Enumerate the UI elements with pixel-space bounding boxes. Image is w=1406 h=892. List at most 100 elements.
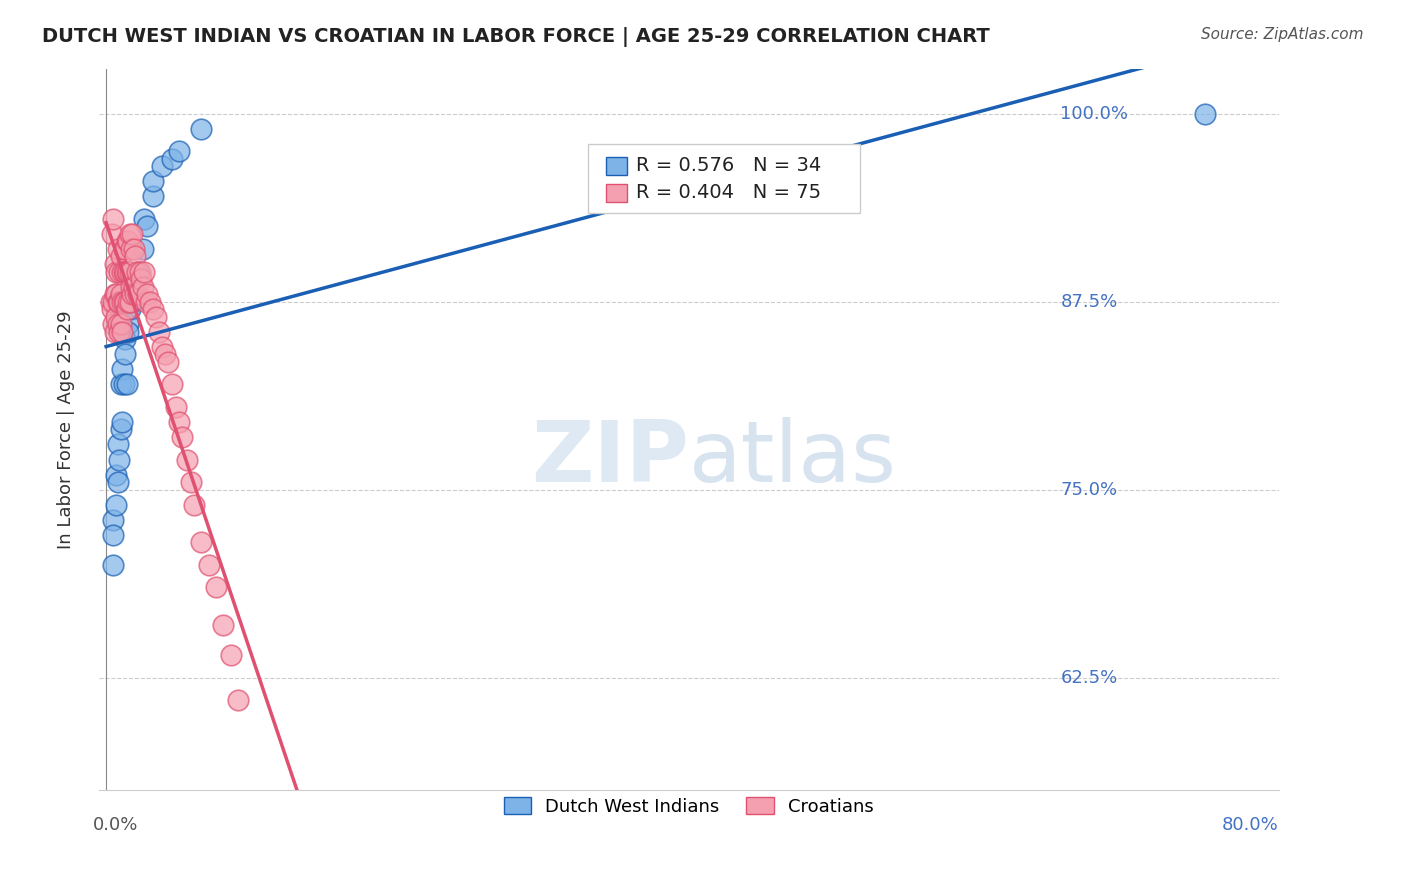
Y-axis label: In Labor Force | Age 25-29: In Labor Force | Age 25-29 [58,310,75,549]
Point [117,317,139,331]
Point [134,264,156,278]
Point [118,294,141,309]
Point [128,264,150,278]
Point [118,302,141,317]
Point [108,264,131,278]
Point [118,227,141,241]
Point [129,272,152,286]
Point [172,430,194,444]
Point [114,332,136,346]
Point [148,325,170,339]
Point [103,513,125,527]
Point [124,250,146,264]
Point [136,219,159,234]
Point [104,287,127,301]
Point [127,264,149,278]
Text: R = 0.576   N = 34: R = 0.576 N = 34 [636,156,821,176]
FancyBboxPatch shape [606,157,627,176]
Point [142,189,165,203]
Point [103,294,125,309]
Point [127,287,149,301]
Point [160,152,183,166]
Point [110,250,132,264]
Point [105,287,128,301]
Point [169,415,191,429]
Point [111,415,134,429]
Point [115,302,138,317]
Point [104,257,127,271]
Point [122,242,145,256]
Point [105,467,128,482]
Point [156,355,179,369]
Point [107,294,129,309]
Point [197,558,219,572]
FancyBboxPatch shape [606,184,627,202]
Point [136,287,159,301]
Point [124,287,146,301]
Point [176,452,198,467]
Point [142,174,165,188]
Point [122,279,145,293]
Point [111,325,134,339]
Point [114,264,136,278]
Point [134,211,156,226]
Point [114,347,136,361]
Point [219,648,242,662]
Point [110,422,132,436]
Point [121,227,143,241]
Point [103,317,125,331]
Point [108,325,131,339]
Point [120,279,142,293]
Text: DUTCH WEST INDIAN VS CROATIAN IN LABOR FORCE | AGE 25-29 CORRELATION CHART: DUTCH WEST INDIAN VS CROATIAN IN LABOR F… [42,27,990,46]
Point [150,340,173,354]
Text: 87.5%: 87.5% [1060,293,1118,310]
Point [103,211,125,226]
Text: R = 0.404   N = 75: R = 0.404 N = 75 [636,183,821,202]
Point [114,294,136,309]
Point [132,242,155,256]
Point [117,325,139,339]
Point [100,294,122,309]
Point [107,317,129,331]
Point [105,498,128,512]
Point [160,377,183,392]
Point [169,145,191,159]
Point [190,535,212,549]
Text: Source: ZipAtlas.com: Source: ZipAtlas.com [1201,27,1364,42]
Point [183,498,205,512]
Point [121,294,143,309]
Legend: Dutch West Indians, Croatians: Dutch West Indians, Croatians [495,789,883,824]
Point [110,317,132,331]
Point [142,302,165,317]
Point [118,264,141,278]
Point [112,242,135,256]
Point [110,377,132,392]
Point [112,264,135,278]
Point [166,400,188,414]
Point [190,121,212,136]
Text: 0.0%: 0.0% [93,815,138,834]
Point [110,287,132,301]
Point [132,279,155,293]
Point [111,294,134,309]
Point [103,527,125,541]
Point [118,287,141,301]
Point [125,264,148,278]
Point [112,294,135,309]
Point [111,362,134,376]
Point [115,377,138,392]
Point [150,159,173,173]
Text: 62.5%: 62.5% [1060,669,1118,687]
Point [115,235,138,249]
Point [121,287,143,301]
Point [103,558,125,572]
Point [139,294,162,309]
Point [105,264,128,278]
Point [101,227,124,241]
Point [124,272,146,286]
Point [205,580,228,594]
Point [101,302,124,317]
Point [107,242,129,256]
Point [117,294,139,309]
Point [117,264,139,278]
